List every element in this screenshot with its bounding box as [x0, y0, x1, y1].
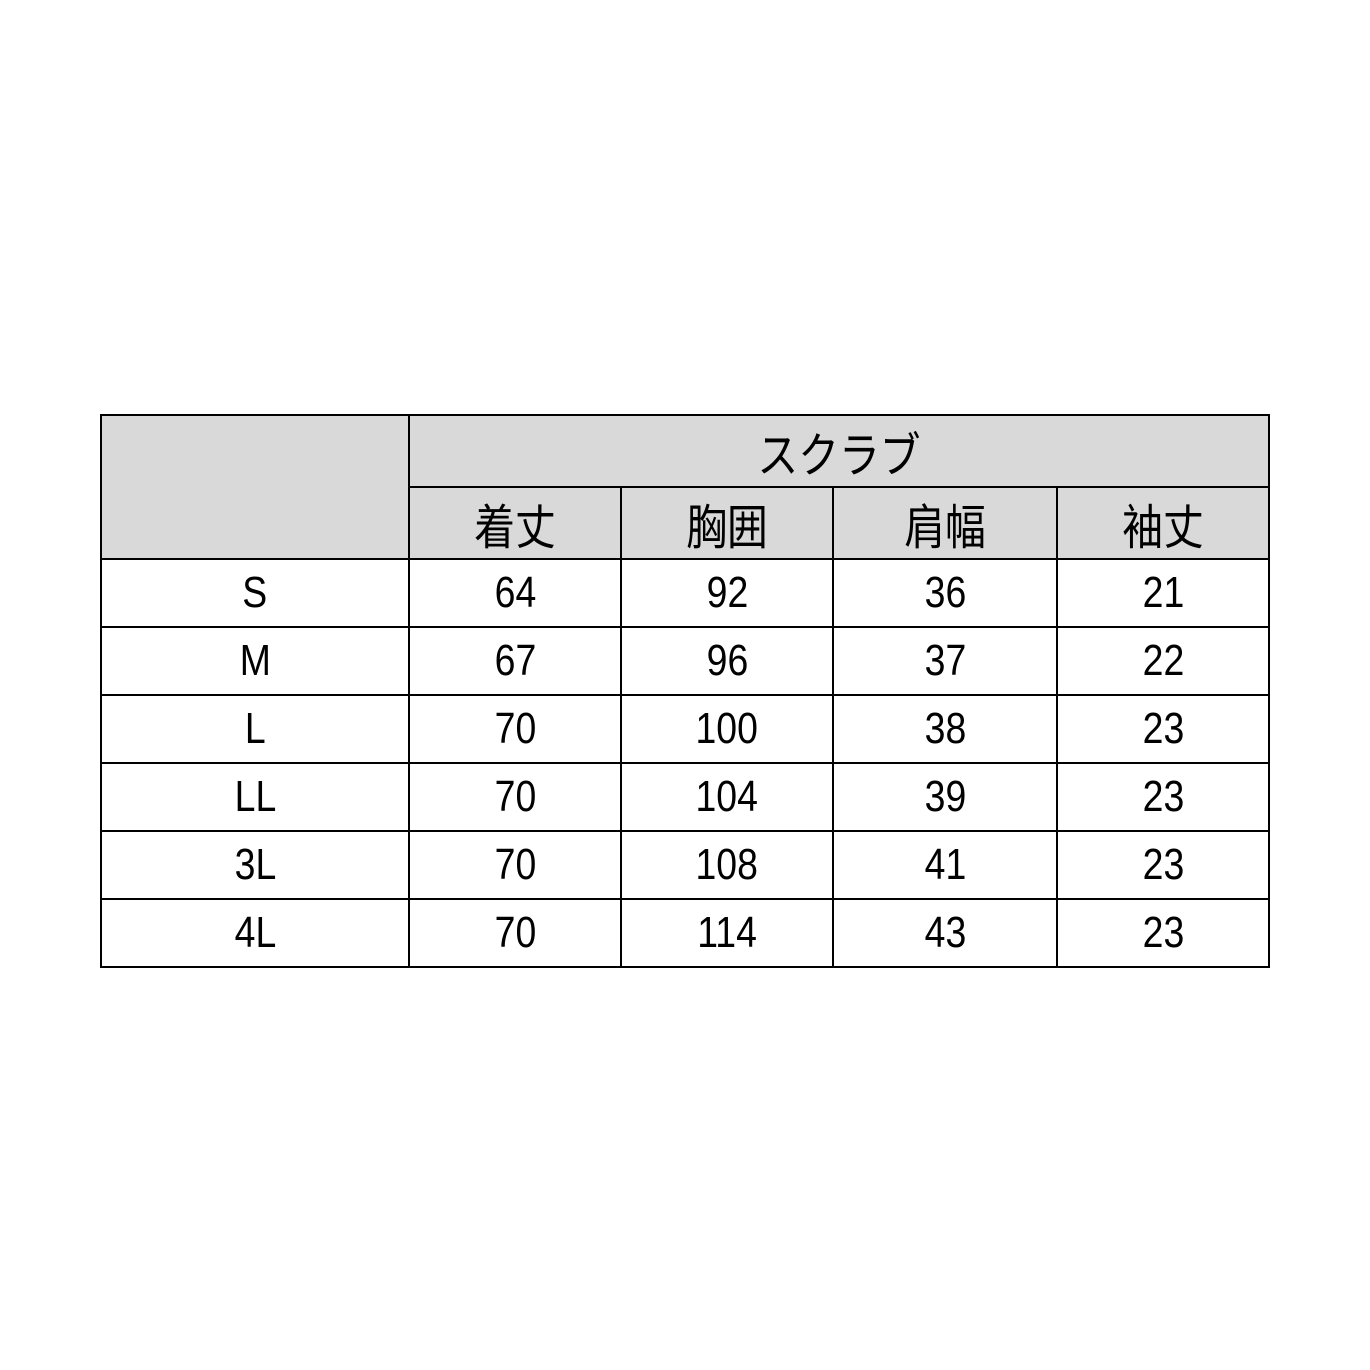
- size-cell: M: [100, 626, 410, 696]
- value-cell: 41: [832, 830, 1058, 900]
- value-cell: 36: [832, 558, 1058, 628]
- size-cell: 3L: [100, 830, 410, 900]
- size-cell-text: L: [244, 704, 266, 753]
- value-cell-text: 23: [1142, 704, 1184, 753]
- value-cell-text: 38: [924, 704, 966, 753]
- size-cell: S: [100, 558, 410, 628]
- value-cell-text: 23: [1142, 840, 1184, 889]
- column-header: 袖丈: [1055, 486, 1271, 560]
- column-header-label: 肩幅: [904, 502, 986, 555]
- value-cell: 21: [1055, 558, 1271, 628]
- value-cell: 108: [620, 830, 834, 900]
- value-cell: 37: [832, 626, 1058, 696]
- value-cell-text: 100: [695, 704, 759, 753]
- value-cell: 23: [1055, 898, 1271, 968]
- value-cell: 92: [620, 558, 834, 628]
- value-cell: 23: [1055, 830, 1271, 900]
- table-row: M 67 96 37 22: [100, 626, 1271, 696]
- column-header-label: 着丈: [474, 502, 556, 555]
- size-cell-text: 4L: [234, 908, 276, 957]
- size-cell-text: 3L: [234, 840, 276, 889]
- value-cell-text: 92: [706, 568, 748, 617]
- value-cell: 23: [1055, 694, 1271, 764]
- value-cell-text: 104: [695, 772, 759, 821]
- value-cell-text: 39: [924, 772, 966, 821]
- size-cell-text: M: [239, 636, 271, 685]
- value-cell-text: 67: [494, 636, 536, 685]
- value-cell: 114: [620, 898, 834, 968]
- value-cell: 70: [408, 694, 622, 764]
- column-header: 胸囲: [620, 486, 834, 560]
- size-chart-table: スクラブ 着丈 胸囲 肩幅 袖丈 S 64 92 36 21 M 67 96 37 22 L 70 10…: [100, 414, 1271, 968]
- corner-cell: [100, 414, 410, 560]
- value-cell-text: 43: [924, 908, 966, 957]
- table-row: S 64 92 36 21: [100, 558, 1271, 628]
- value-cell-text: 41: [924, 840, 966, 889]
- value-cell-text: 70: [494, 704, 536, 753]
- column-header-label: 胸囲: [686, 502, 768, 555]
- value-cell: 43: [832, 898, 1058, 968]
- value-cell: 23: [1055, 762, 1271, 832]
- value-cell-text: 114: [697, 908, 757, 957]
- value-cell-text: 23: [1142, 908, 1184, 957]
- value-cell: 70: [408, 762, 622, 832]
- column-header: 着丈: [408, 486, 622, 560]
- value-cell: 70: [408, 898, 622, 968]
- size-cell-text: LL: [234, 772, 276, 821]
- value-cell-text: 22: [1142, 636, 1184, 685]
- value-cell-text: 96: [706, 636, 748, 685]
- value-cell: 38: [832, 694, 1058, 764]
- value-cell: 70: [408, 830, 622, 900]
- value-cell: 96: [620, 626, 834, 696]
- value-cell: 64: [408, 558, 622, 628]
- table-row: 3L 70 108 41 23: [100, 830, 1271, 900]
- column-header: 肩幅: [832, 486, 1058, 560]
- size-cell-text: S: [242, 568, 268, 617]
- value-cell-text: 70: [494, 908, 536, 957]
- table-row: 4L 70 114 43 23: [100, 898, 1271, 968]
- value-cell-text: 23: [1142, 772, 1184, 821]
- value-cell: 100: [620, 694, 834, 764]
- value-cell: 104: [620, 762, 834, 832]
- value-cell-text: 37: [924, 636, 966, 685]
- column-header-label: 袖丈: [1122, 502, 1204, 555]
- value-cell-text: 70: [494, 840, 536, 889]
- value-cell: 22: [1055, 626, 1271, 696]
- size-cell: 4L: [100, 898, 410, 968]
- size-cell: LL: [100, 762, 410, 832]
- table-row: L 70 100 38 23: [100, 694, 1271, 764]
- value-cell-text: 70: [494, 772, 536, 821]
- value-cell-text: 21: [1142, 568, 1184, 617]
- size-cell: L: [100, 694, 410, 764]
- value-cell: 67: [408, 626, 622, 696]
- group-header: スクラブ: [407, 414, 1271, 488]
- group-header-label: スクラブ: [757, 430, 921, 483]
- value-cell-text: 108: [695, 840, 759, 889]
- value-cell: 39: [832, 762, 1058, 832]
- value-cell-text: 36: [924, 568, 966, 617]
- value-cell-text: 64: [494, 568, 536, 617]
- table-row: LL 70 104 39 23: [100, 762, 1271, 832]
